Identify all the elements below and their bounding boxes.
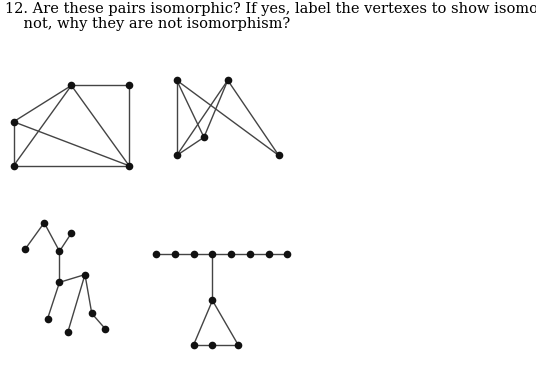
Text: 12. Are these pairs isomorphic? If yes, label the vertexes to show isomorphism. : 12. Are these pairs isomorphic? If yes, … (5, 2, 536, 16)
Text: not, why they are not isomorphism?: not, why they are not isomorphism? (5, 17, 291, 31)
